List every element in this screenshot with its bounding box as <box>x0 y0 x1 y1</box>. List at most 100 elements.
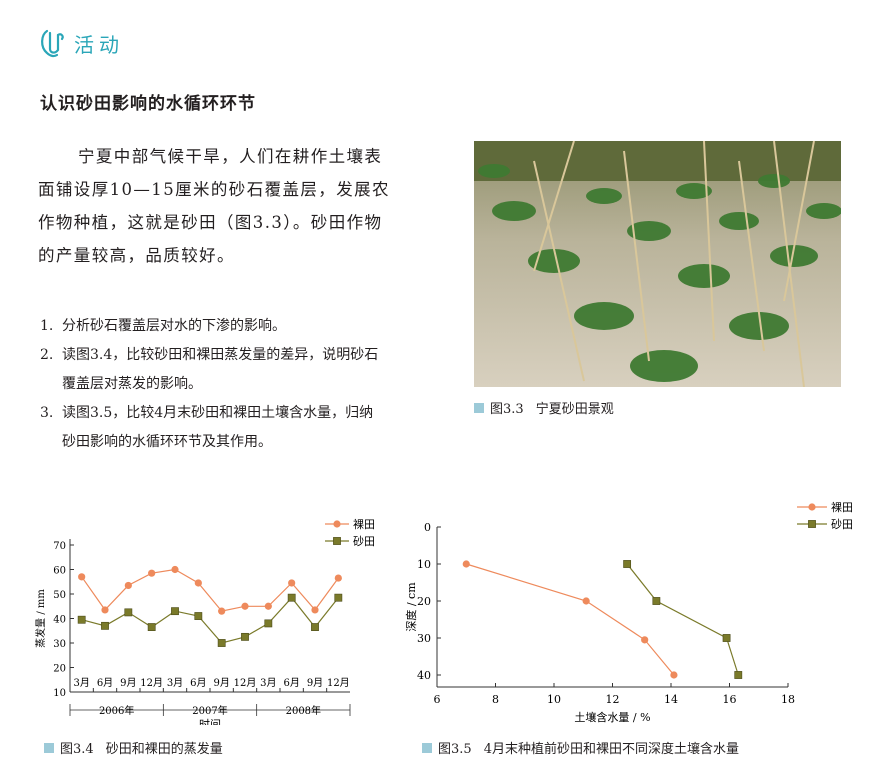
y-tick-label: 30 <box>417 632 431 645</box>
figure-number: 图3.5 <box>438 742 472 757</box>
x-tick-label: 18 <box>781 693 795 706</box>
data-point-bare <box>218 607 226 615</box>
data-point-bare <box>264 602 272 610</box>
y-axis-title: 蒸发量 / mm <box>34 589 47 648</box>
section-title: 认识砂田影响的水循环环节 <box>40 94 256 114</box>
y-tick-label: 10 <box>53 688 66 699</box>
y-tick-label: 60 <box>53 566 66 577</box>
data-point-sand <box>171 607 179 616</box>
legend-marker <box>333 520 341 528</box>
data-point-bare <box>670 671 678 679</box>
x-tick-label: 3月 <box>260 677 276 689</box>
question-item: 3. 读图3.5，比较4月末砂田和裸田土壤含水量，归纳 砂田影响的水循环环节及其… <box>40 399 470 457</box>
question-item: 2. 读图3.4，比较砂田和裸田蒸发量的差异，说明砂石 覆盖层对蒸发的影响。 <box>40 341 470 399</box>
series-line-sand <box>626 563 739 676</box>
x-tick-label: 16 <box>723 693 737 706</box>
data-point-bare <box>582 597 590 605</box>
question-text: 覆盖层对蒸发的影响。 <box>62 376 202 392</box>
data-point-sand <box>124 608 133 617</box>
question-item: 1. 分析砂石覆盖层对水的下渗的影响。 <box>40 312 470 341</box>
x-tick-label: 9月 <box>213 677 229 689</box>
question-list: 1. 分析砂石覆盖层对水的下渗的影响。 2. 读图3.4，比较砂田和裸田蒸发量的… <box>40 312 470 457</box>
intro-line: 的产量较高，品质较好。 <box>38 246 235 265</box>
question-text: 分析砂石覆盖层对水的下渗的影响。 <box>62 318 286 334</box>
data-point-bare <box>148 569 156 577</box>
y-tick-label: 30 <box>53 639 66 650</box>
figure-caption-3-4: 图3.4 砂田和裸田的蒸发量 <box>44 738 223 757</box>
x-tick-label: 3月 <box>73 677 89 689</box>
data-point-sand <box>623 560 632 568</box>
series-line-bare <box>466 563 675 676</box>
data-point-bare <box>241 602 249 610</box>
intro-line: 作物种植，这就是砂田（图3.3）。砂田作物 <box>38 213 383 232</box>
data-point-sand <box>217 639 226 647</box>
data-point-bare <box>194 579 202 587</box>
data-point-bare <box>101 606 109 614</box>
year-label: 2008年 <box>286 704 321 717</box>
data-point-sand <box>287 593 296 602</box>
data-point-sand <box>264 619 273 628</box>
x-tick-label: 12月 <box>140 677 163 689</box>
data-point-sand <box>241 632 249 641</box>
caption-marker <box>44 742 54 753</box>
data-point-bare <box>641 636 649 644</box>
legend-label: 裸田 <box>831 500 853 514</box>
data-point-bare <box>462 560 470 568</box>
figure-caption-3-3: 图3.3 宁夏砂田景观 <box>474 398 614 417</box>
y-tick-label: 70 <box>53 541 66 552</box>
y-tick-label: 20 <box>53 664 66 675</box>
y-tick-label: 50 <box>53 590 66 601</box>
sand-field-photo <box>474 141 841 387</box>
legend-marker <box>333 537 341 545</box>
activity-header: 活动 <box>38 26 124 60</box>
activity-icon <box>41 29 64 58</box>
x-tick-label: 14 <box>664 693 678 706</box>
year-label: 2006年 <box>99 704 134 717</box>
year-label: 2007年 <box>192 704 227 717</box>
x-tick-label: 3月 <box>167 677 183 689</box>
data-point-sand <box>334 593 343 602</box>
x-axis-title: 土壤含水量 / % <box>574 710 650 724</box>
data-point-sand <box>101 621 109 630</box>
x-axis-title: 时间 <box>199 718 221 725</box>
data-point-bare <box>288 579 296 587</box>
caption-marker <box>474 402 484 413</box>
question-text: 砂田影响的水循环环节及其作用。 <box>62 434 272 450</box>
data-point-bare <box>78 573 86 581</box>
series-line-bare <box>81 568 339 612</box>
question-text: 读图3.4，比较砂田和裸田蒸发量的差异，说明砂石 <box>62 347 379 363</box>
x-tick-label: 6月 <box>190 677 206 689</box>
figure-title: 宁夏砂田景观 <box>535 402 614 417</box>
figure-number: 图3.3 <box>490 402 524 417</box>
y-tick-label: 40 <box>417 669 431 682</box>
intro-paragraph: 宁夏中部气候干旱，人们在耕作土壤表 面铺设厚10—15厘米的砂石覆盖层，发展农 … <box>38 140 458 272</box>
x-tick-label: 6月 <box>283 677 299 689</box>
caption-marker <box>422 742 432 753</box>
question-number: 2. <box>40 347 54 363</box>
data-point-sand <box>194 612 203 620</box>
legend-label: 砂田 <box>831 518 853 531</box>
x-tick-label: 12 <box>606 693 620 706</box>
figure-number: 图3.4 <box>60 742 94 757</box>
data-point-sand <box>147 623 156 631</box>
x-tick-label: 6月 <box>97 677 113 689</box>
legend-marker <box>808 503 816 511</box>
y-tick-label: 20 <box>417 595 431 608</box>
data-point-bare <box>124 581 132 590</box>
soil-moisture-chart: 0 10 20 30 406 8 10 12 14 16 18 土壤含水量 / % 深度 / cm 裸田… <box>404 500 853 724</box>
x-tick-label: 6 <box>434 693 441 706</box>
x-tick-label: 10 <box>547 693 561 706</box>
x-tick-label: 9月 <box>307 677 323 689</box>
data-point-bare <box>171 565 179 574</box>
x-tick-label: 12月 <box>234 677 257 689</box>
activity-label: 活动 <box>74 32 124 57</box>
y-tick-label: 0 <box>424 521 431 534</box>
data-point-sand <box>722 634 731 642</box>
legend-label: 砂田 <box>353 535 375 548</box>
x-tick-label: 8 <box>492 693 499 706</box>
y-tick-label: 10 <box>417 558 431 571</box>
data-point-sand <box>311 623 319 631</box>
data-point-sand <box>652 597 661 605</box>
data-point-sand <box>734 671 743 679</box>
y-tick-label: 40 <box>53 615 66 626</box>
